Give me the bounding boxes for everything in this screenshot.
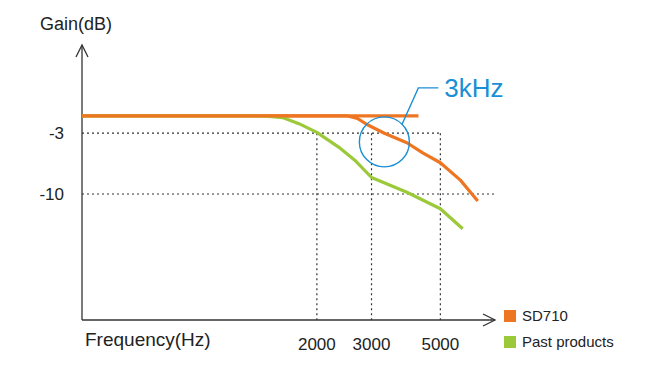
x-tick-label: 2000 xyxy=(298,335,336,354)
series-line xyxy=(82,116,478,201)
annotation-leader xyxy=(402,88,438,124)
x-tick-label: 5000 xyxy=(421,335,459,354)
x-grid-line xyxy=(371,133,372,320)
x-grid-line xyxy=(316,133,317,320)
chart-container: -3 -10 2000 3000 5000 Gain(dB) Frequency(Hz) 3k… xyxy=(0,0,650,376)
plot-area xyxy=(82,116,478,229)
legend-swatch xyxy=(504,310,516,322)
legend-swatch xyxy=(504,336,516,348)
x-axis-arrow xyxy=(483,314,495,326)
x-axis-label: Frequency(Hz) xyxy=(85,329,211,350)
legend-label: SD710 xyxy=(522,307,568,324)
x-axis-line xyxy=(82,319,495,320)
y-tick-label: -10 xyxy=(39,185,64,204)
y-tick-label: -3 xyxy=(49,124,64,143)
series-line xyxy=(82,116,463,229)
legend-label: Past products xyxy=(522,333,614,350)
y-grid-line xyxy=(82,193,495,194)
annotation-text: 3kHz xyxy=(444,73,503,103)
y-axis-arrow xyxy=(76,45,88,57)
annotation-circle xyxy=(359,117,409,167)
y-axis-line xyxy=(81,45,82,320)
chart-svg: -3 -10 2000 3000 5000 Gain(dB) Frequency(Hz) 3k… xyxy=(0,0,650,376)
x-tick-label: 3000 xyxy=(353,335,391,354)
y-axis-label: Gain(dB) xyxy=(40,14,112,34)
